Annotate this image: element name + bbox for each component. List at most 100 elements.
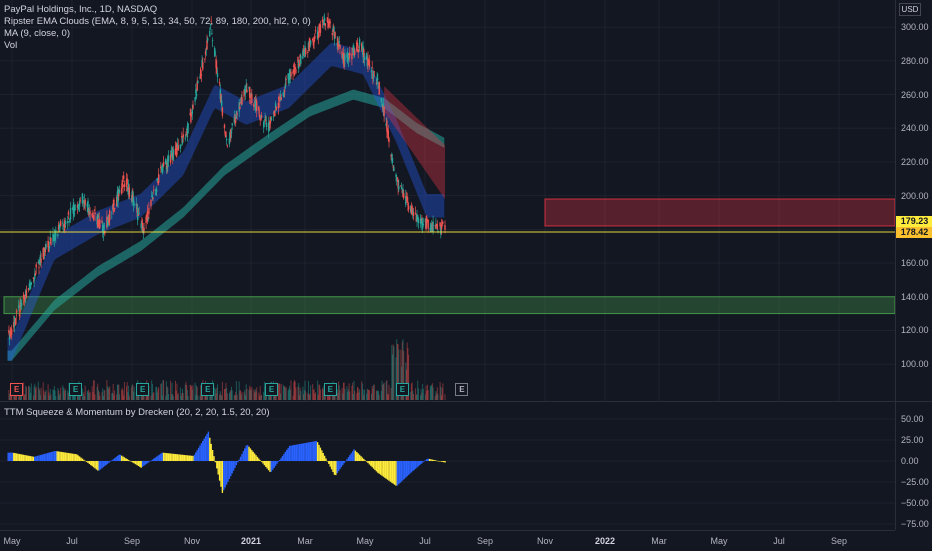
main-chart-pane[interactable]: PayPal Holdings, Inc., 1D, NASDAQ Ripste… bbox=[0, 0, 895, 401]
momentum-bar bbox=[321, 450, 323, 461]
volume-legend[interactable]: Vol bbox=[4, 40, 18, 51]
candle-body bbox=[368, 60, 371, 67]
momentum-bar bbox=[106, 461, 109, 464]
momentum-bar bbox=[97, 461, 99, 471]
momentum-bar bbox=[22, 454, 25, 461]
volume-bar bbox=[417, 388, 419, 400]
candle-body bbox=[387, 130, 389, 140]
candle-body bbox=[147, 218, 149, 220]
candle-body bbox=[67, 221, 69, 223]
candle-body bbox=[78, 208, 80, 210]
volume-bar bbox=[248, 389, 250, 400]
momentum-bar bbox=[150, 460, 152, 462]
volume-bar bbox=[163, 380, 165, 400]
momentum-chart[interactable] bbox=[0, 402, 895, 530]
volume-bar bbox=[39, 389, 41, 400]
candle-body bbox=[411, 206, 413, 214]
earnings-marker[interactable]: E bbox=[69, 383, 82, 396]
momentum-bar bbox=[165, 453, 168, 461]
time-tick-label: Mar bbox=[651, 536, 667, 546]
momentum-bar bbox=[206, 433, 208, 461]
momentum-bar bbox=[202, 440, 204, 461]
earnings-marker[interactable]: E bbox=[265, 383, 278, 396]
volume-bar bbox=[62, 385, 64, 400]
momentum-bar bbox=[108, 461, 110, 463]
price-axis[interactable]: USD 300.00 280.00 260.00 240.00 220.00 200.00… bbox=[895, 0, 932, 530]
volume-bar bbox=[289, 385, 291, 400]
time-tick-label: Sep bbox=[476, 536, 494, 546]
candle-body bbox=[64, 225, 66, 228]
volume-bar bbox=[86, 390, 88, 400]
ema-clouds-legend[interactable]: Ripster EMA Clouds (EMA, 8, 9, 5, 13, 34… bbox=[4, 16, 311, 27]
candle-body bbox=[341, 51, 343, 58]
earnings-marker[interactable]: E bbox=[323, 383, 337, 396]
candle-body bbox=[116, 191, 119, 204]
volume-bar bbox=[322, 388, 323, 400]
candle-body bbox=[396, 177, 399, 179]
oscillator-pane[interactable]: TTM Squeeze & Momentum by Drecken (20, 2… bbox=[0, 402, 895, 530]
volume-bar bbox=[439, 382, 441, 400]
momentum-bar bbox=[125, 458, 127, 461]
time-axis[interactable]: May Jul Sep Nov 2021 Mar May Jul Sep Nov 2022 Mar Ma… bbox=[0, 530, 895, 551]
candle-body bbox=[88, 209, 91, 215]
candle-body bbox=[426, 217, 428, 221]
candle-body bbox=[400, 185, 402, 187]
current-price-badge: 178.42 bbox=[896, 227, 932, 238]
currency-label[interactable]: USD bbox=[899, 3, 921, 16]
symbol-legend[interactable]: PayPal Holdings, Inc., 1D, NASDAQ bbox=[4, 4, 158, 15]
candle-body bbox=[200, 74, 203, 76]
volume-bar bbox=[427, 384, 428, 400]
volume-bar bbox=[256, 387, 258, 400]
volume-bar bbox=[219, 391, 221, 400]
momentum-bar bbox=[84, 460, 86, 462]
volume-bar bbox=[250, 390, 252, 400]
pane-separator[interactable] bbox=[0, 401, 932, 402]
volume-bar bbox=[238, 381, 240, 400]
volume-bar bbox=[398, 349, 400, 400]
price-chart[interactable] bbox=[0, 0, 895, 401]
candle-body bbox=[166, 162, 168, 168]
volume-bar bbox=[35, 386, 37, 400]
earnings-marker[interactable]: E bbox=[136, 383, 150, 396]
candle-body bbox=[402, 188, 404, 194]
volume-bar bbox=[429, 386, 431, 400]
volume-bar bbox=[126, 386, 127, 400]
volume-bar bbox=[32, 395, 34, 400]
momentum-bar bbox=[139, 461, 141, 467]
candle-body bbox=[277, 102, 280, 109]
volume-bar bbox=[228, 393, 230, 400]
momentum-bar bbox=[8, 452, 11, 461]
ma-legend[interactable]: MA (9, close, 0) bbox=[4, 28, 70, 39]
volume-bar bbox=[319, 385, 321, 400]
candle-body bbox=[256, 100, 258, 111]
momentum-bar bbox=[67, 452, 70, 461]
momentum-bar bbox=[116, 455, 119, 461]
candle-body bbox=[223, 124, 226, 129]
candle-body bbox=[302, 49, 305, 51]
candle-body bbox=[377, 78, 379, 80]
candle-body bbox=[255, 99, 257, 101]
momentum-bar bbox=[260, 461, 263, 462]
volume-bar bbox=[339, 390, 341, 400]
momentum-bar bbox=[407, 461, 410, 475]
earnings-marker[interactable]: E bbox=[201, 383, 215, 396]
candle-body bbox=[269, 120, 271, 129]
candle-body bbox=[432, 221, 434, 233]
volume-bar bbox=[102, 395, 104, 400]
candle-body bbox=[220, 94, 222, 104]
candle-body bbox=[236, 113, 238, 115]
candle-body bbox=[74, 209, 76, 211]
candle-body bbox=[302, 50, 304, 59]
volume-bar bbox=[390, 387, 392, 400]
volume-bar bbox=[137, 395, 139, 400]
momentum-bar bbox=[347, 457, 350, 461]
earnings-marker[interactable]: E bbox=[10, 383, 24, 396]
candle-body bbox=[37, 261, 39, 264]
candle-body bbox=[249, 87, 251, 98]
momentum-bar bbox=[52, 451, 54, 461]
volume-bar bbox=[122, 390, 124, 400]
earnings-marker[interactable]: E bbox=[395, 383, 409, 396]
earnings-marker[interactable]: E bbox=[455, 383, 469, 396]
momentum-bar bbox=[346, 459, 348, 461]
ttm-squeeze-legend[interactable]: TTM Squeeze & Momentum by Drecken (20, 2… bbox=[4, 407, 270, 418]
